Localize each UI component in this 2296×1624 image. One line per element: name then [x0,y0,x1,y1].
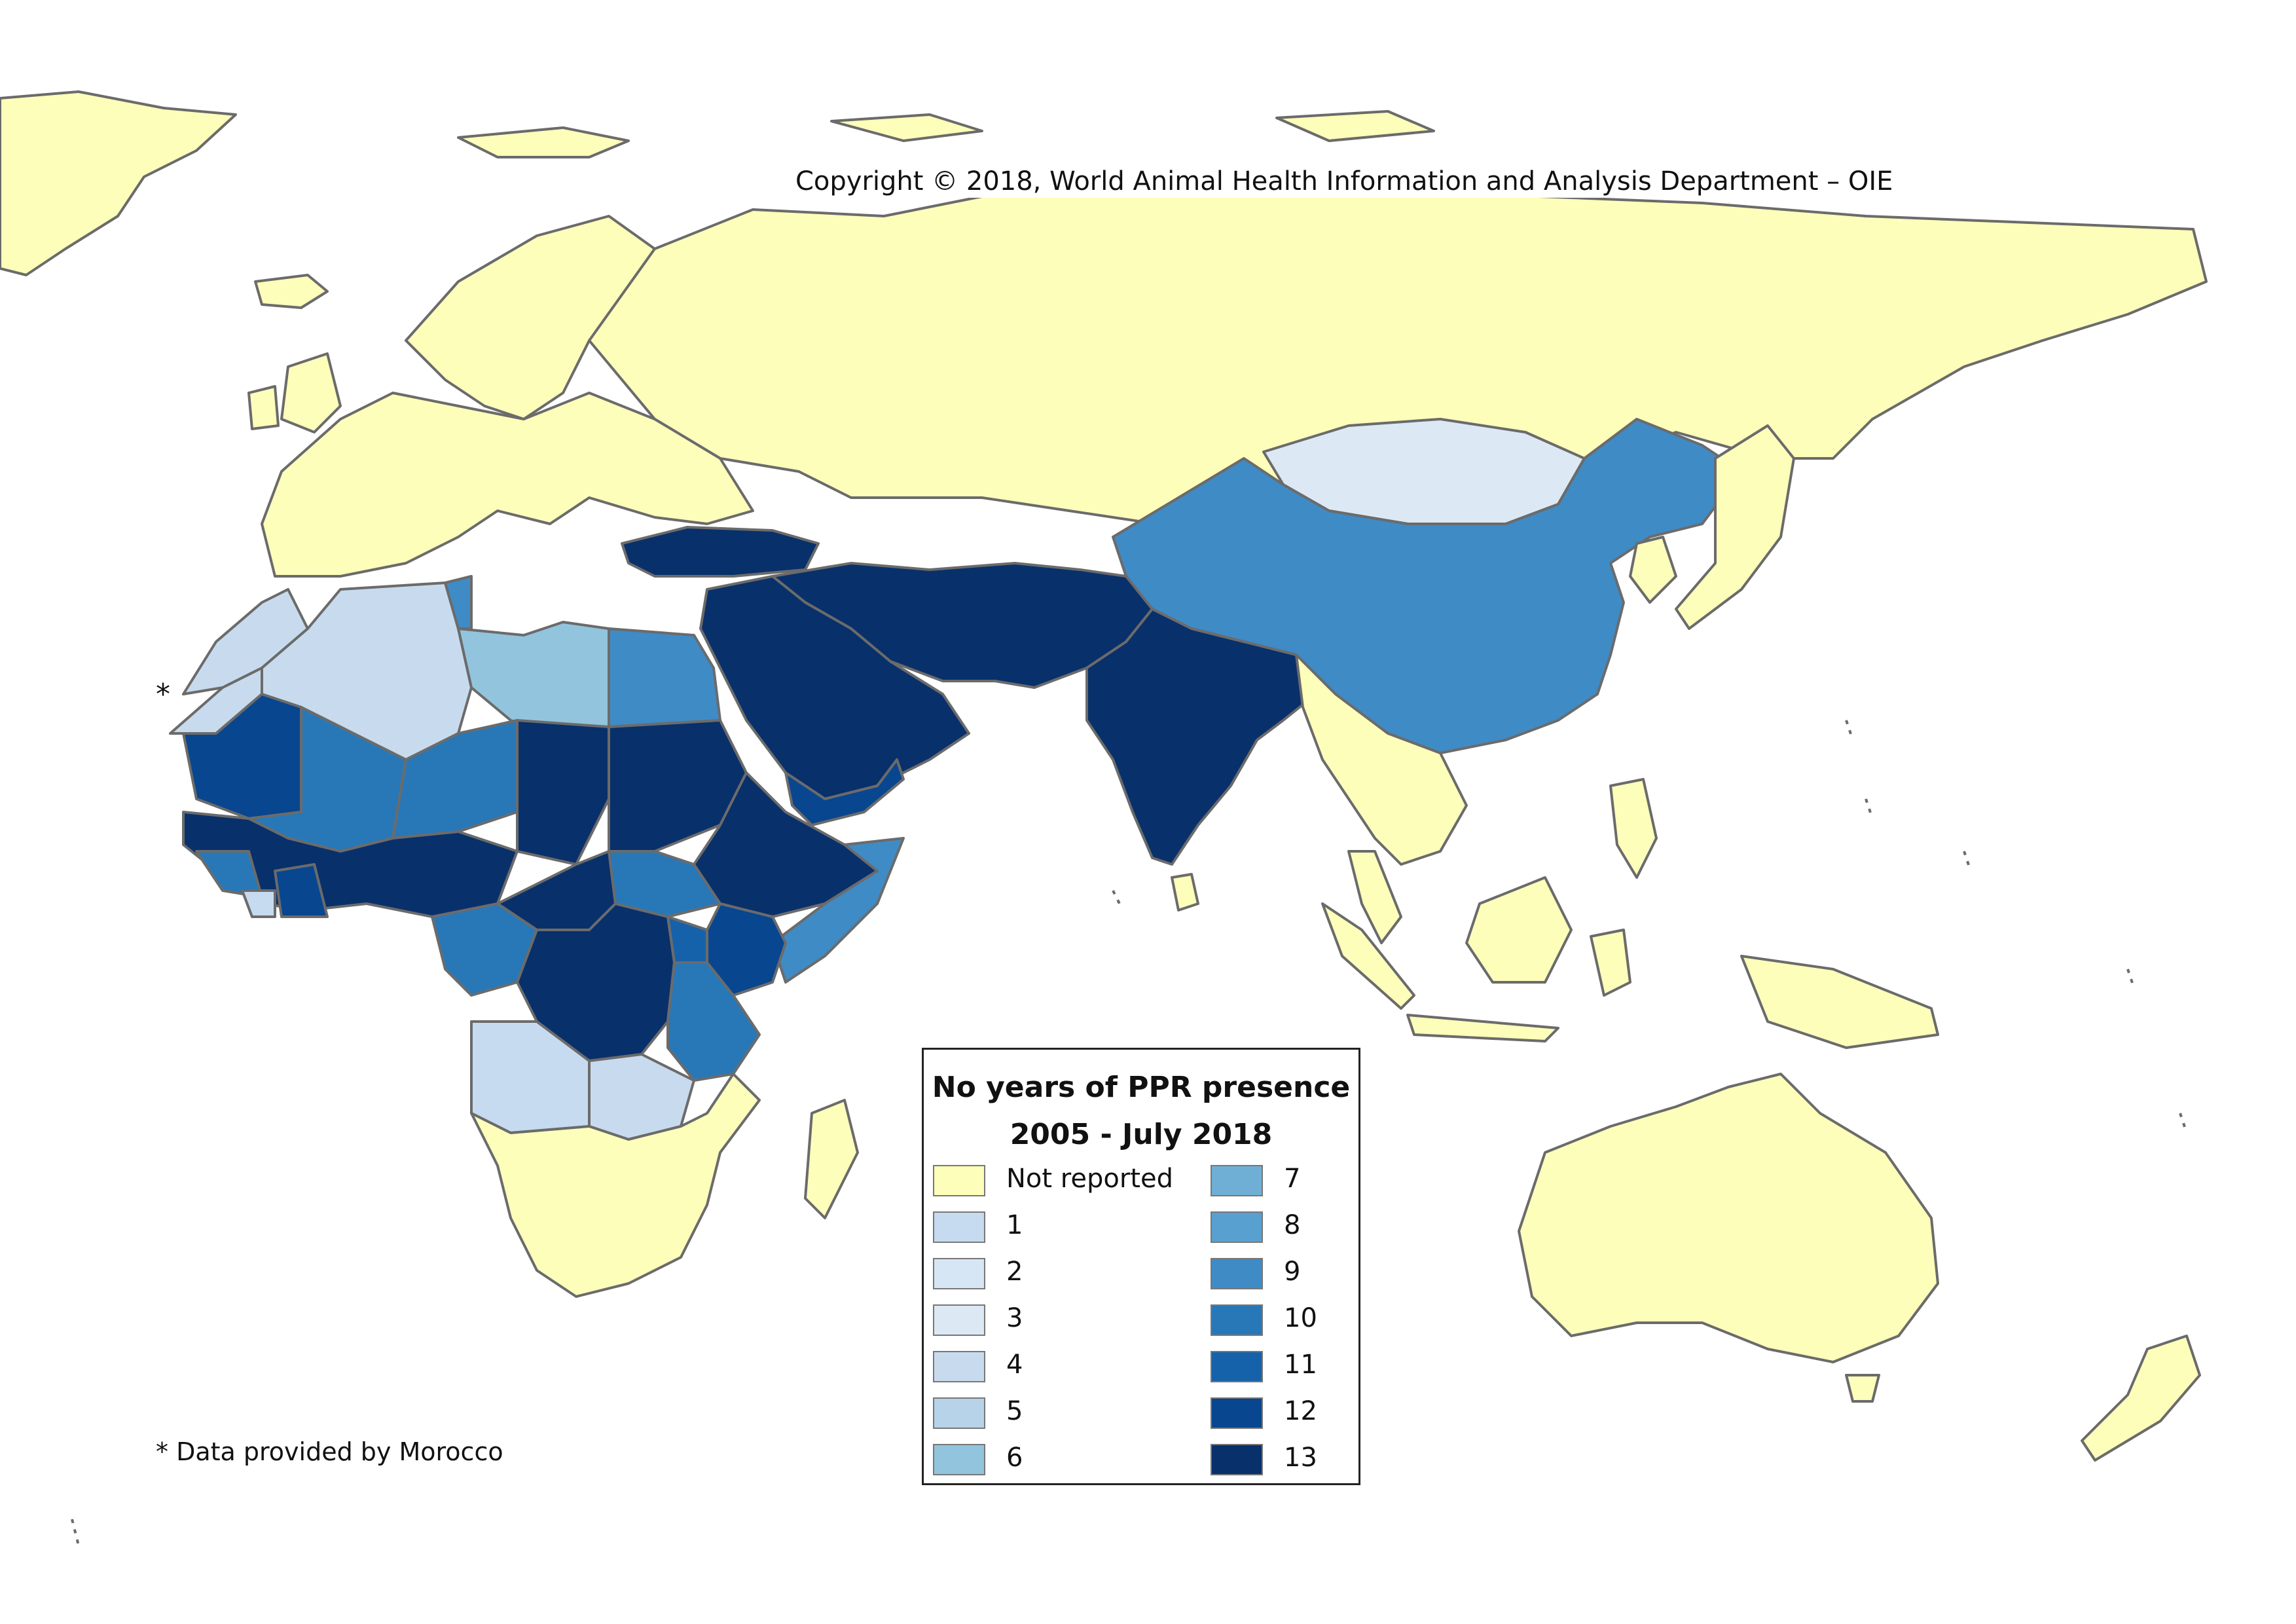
legend-swatch [1211,1351,1263,1382]
liberia [241,889,276,918]
legend: No years of PPR presence 2005 - July 201… [922,1048,1360,1485]
chad [516,719,610,866]
sumatra [1321,902,1415,1010]
legend-title-line2: 2005 - July 2018 [1010,1118,1273,1151]
legend-swatch [933,1258,985,1289]
legend-swatch [1211,1444,1263,1475]
legend-swatch [933,1165,985,1196]
legend-swatch [933,1444,985,1475]
copyright-notice: Copyright © 2018, World Animal Health In… [789,165,1900,198]
legend-label: 7 [1284,1164,1301,1194]
australia [1518,1073,1939,1363]
legend-label: 1 [1006,1210,1023,1240]
southeast-asia [1295,654,1468,866]
egypt [608,627,721,728]
legend-label: 8 [1284,1210,1301,1240]
somalia [771,837,905,984]
india [1085,608,1317,866]
greenland [0,90,237,276]
ivory-coast [274,863,329,918]
borneo [1465,876,1573,984]
legend-label: 12 [1284,1396,1317,1426]
footnote: * Data provided by Morocco [156,1437,503,1466]
philippines [1609,778,1658,879]
legend-label: 4 [1006,1350,1023,1380]
legend-swatch [1211,1397,1263,1429]
british-isles [280,352,342,434]
sulawesi [1590,929,1631,997]
sri-lanka [1171,873,1199,912]
southern-africa [470,1073,761,1298]
arctic-islands [457,126,630,158]
legend-title-line1: No years of PPR presence [932,1071,1351,1104]
java [1406,1014,1559,1043]
legend-label: 5 [1006,1396,1023,1426]
legend-label: 13 [1284,1443,1317,1473]
legend-swatch [933,1211,985,1243]
western-europe [261,392,754,578]
legend-label: 10 [1284,1303,1317,1333]
legend-swatch [1211,1304,1263,1336]
legend-swatch [1211,1165,1263,1196]
madagascar [804,1099,859,1219]
morocco-data-marker: * [156,678,170,711]
turkey [621,526,820,578]
legend-title: No years of PPR presence 2005 - July 201… [924,1064,1358,1158]
sudan [608,719,748,853]
ireland [247,385,280,430]
korea [1629,536,1677,604]
legend-swatch [1211,1258,1263,1289]
legend-label: Not reported [1006,1164,1173,1194]
new-guinea [1740,955,1939,1049]
tasmania [1845,1374,1880,1403]
legend-swatch [933,1304,985,1336]
arctic-islands [830,113,983,142]
japan [1675,424,1795,630]
legend-label: 6 [1006,1443,1023,1473]
legend-swatch [1211,1211,1263,1243]
iceland [254,274,329,309]
legend-label: 2 [1006,1257,1023,1287]
new-zealand [2081,1335,2201,1462]
legend-label: 11 [1284,1350,1317,1380]
legend-swatch [933,1351,985,1382]
legend-swatch [933,1397,985,1429]
arctic-islands [1275,110,1435,142]
legend-label: 9 [1284,1257,1301,1287]
arabian-peninsula [699,575,970,800]
yemen [784,758,905,826]
malay-peninsula [1347,850,1402,944]
legend-label: 3 [1006,1303,1023,1333]
